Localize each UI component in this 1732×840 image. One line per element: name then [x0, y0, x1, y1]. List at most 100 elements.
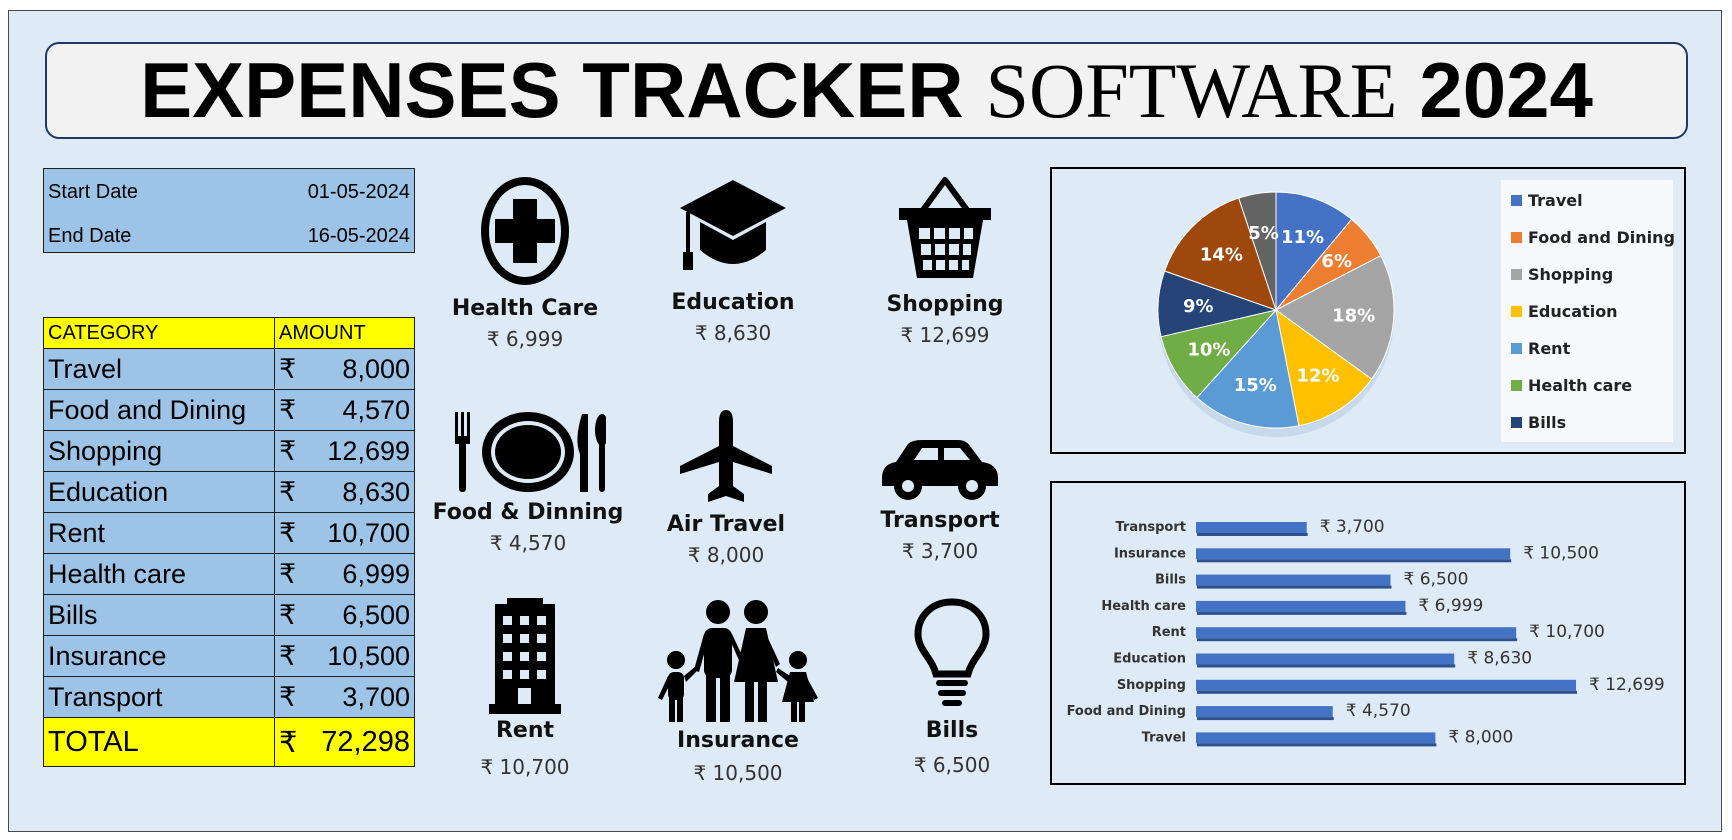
legend-swatch [1511, 194, 1522, 206]
pie-slice-label: 11% [1281, 227, 1324, 248]
legend-item[interactable]: Rent [1511, 338, 1570, 358]
table-row[interactable]: Shopping ₹12,699 [43, 430, 416, 472]
tile-air-travel: Air Travel ₹ 8,000 [626, 408, 826, 567]
date-range-box: Start Date 01-05-2024 End Date 16-05-202… [43, 168, 415, 253]
bar-category-label: Rent [1152, 625, 1186, 640]
table-row[interactable]: Education ₹8,630 [43, 471, 416, 513]
table-row[interactable]: Travel ₹8,000 [43, 348, 416, 390]
row-amount[interactable]: 12,699 [301, 430, 416, 472]
tile-education-label: Education [671, 290, 795, 315]
bar-data-label: ₹ 3,700 [1320, 517, 1385, 537]
table-total-row: TOTAL ₹ 72,298 [43, 717, 416, 767]
row-amount[interactable]: 8,630 [301, 471, 416, 513]
tile-food-label: Food & Dinning [432, 500, 624, 525]
bar[interactable] [1196, 679, 1576, 691]
legend-item[interactable]: Shopping [1511, 264, 1613, 284]
bar-shadow [1197, 638, 1518, 642]
bar[interactable] [1196, 653, 1455, 665]
end-date-label: End Date [48, 224, 132, 247]
tile-air-travel-label: Air Travel [666, 512, 786, 537]
end-date-value[interactable]: 16-05-2024 [307, 224, 410, 247]
pie-slice[interactable] [1238, 191, 1277, 311]
tile-food: Food & Dinning ₹ 4,570 [428, 410, 628, 555]
tile-shopping-amount: ₹ 12,699 [900, 323, 990, 347]
tile-insurance-amount: ₹ 10,500 [693, 761, 783, 785]
bar-shadow [1197, 585, 1392, 589]
row-amount[interactable]: 6,500 [301, 594, 416, 636]
bar-shadow [1197, 690, 1577, 694]
table-row[interactable]: Food and Dining ₹4,570 [43, 389, 416, 431]
table-row[interactable]: Rent ₹10,700 [43, 512, 416, 554]
bar-data-label: ₹ 4,570 [1346, 701, 1411, 721]
legend-swatch [1511, 268, 1522, 280]
row-currency: ₹ [274, 635, 302, 677]
bar[interactable] [1196, 574, 1391, 586]
legend-label: Health care [1528, 375, 1633, 395]
tile-education-amount: ₹ 8,630 [694, 321, 772, 345]
bar-category-label: Insurance [1114, 546, 1186, 561]
pie-slice-label: 6% [1321, 251, 1352, 272]
tile-shopping: Shopping ₹ 12,699 [845, 174, 1045, 347]
bar-shadow [1197, 559, 1512, 563]
bar-category-label: Shopping [1117, 678, 1186, 693]
total-label: TOTAL [43, 717, 275, 767]
table-row[interactable]: Health care ₹6,999 [43, 553, 416, 595]
bar-data-label: ₹ 6,500 [1404, 570, 1469, 590]
pie-slice[interactable] [1196, 308, 1300, 429]
tile-bills: Bills ₹ 6,500 [852, 598, 1052, 777]
row-category: Shopping [43, 430, 275, 472]
table-row[interactable]: Transport ₹3,700 [43, 676, 416, 718]
row-amount[interactable]: 6,999 [301, 553, 416, 595]
row-currency: ₹ [274, 553, 302, 595]
pie-slice[interactable] [1275, 308, 1373, 427]
header-amount: AMOUNT [274, 317, 415, 349]
legend-swatch [1511, 416, 1522, 428]
building-icon [489, 598, 561, 714]
bar-data-label: ₹ 10,700 [1529, 622, 1605, 642]
row-amount[interactable]: 4,570 [301, 389, 416, 431]
legend-item[interactable]: Education [1511, 301, 1618, 321]
graduation-cap-icon [680, 180, 786, 270]
pie-slice[interactable] [1275, 255, 1395, 380]
row-category: Rent [43, 512, 275, 554]
legend-item[interactable]: Food and Dining [1511, 227, 1675, 247]
tile-health-care-amount: ₹ 6,999 [486, 327, 564, 351]
bar[interactable] [1196, 732, 1436, 744]
row-currency: ₹ [274, 430, 302, 472]
table-row[interactable]: Bills ₹6,500 [43, 594, 416, 636]
pie-slice-label: 9% [1183, 296, 1214, 317]
tile-bills-label: Bills [925, 718, 979, 743]
bar[interactable] [1196, 627, 1517, 639]
bar-shadow [1197, 533, 1308, 536]
family-icon [658, 600, 818, 722]
tile-health-care-label: Health Care [451, 296, 599, 321]
row-amount[interactable]: 3,700 [301, 676, 416, 718]
bar-category-label: Food and Dining [1067, 704, 1186, 719]
row-amount[interactable]: 10,500 [301, 635, 416, 677]
bar[interactable] [1196, 548, 1511, 560]
table-row[interactable]: Insurance ₹10,500 [43, 635, 416, 677]
bar[interactable] [1196, 706, 1333, 718]
row-amount[interactable]: 8,000 [301, 348, 416, 390]
tile-rent-label: Rent [495, 718, 555, 743]
pie-slice[interactable] [1275, 191, 1353, 312]
row-currency: ₹ [274, 512, 302, 554]
row-category: Insurance [43, 635, 275, 677]
legend-item[interactable]: Health care [1511, 375, 1632, 395]
legend-item[interactable]: Bills [1511, 412, 1566, 432]
end-date-row: End Date 16-05-2024 [48, 221, 410, 251]
tile-education: Education ₹ 8,630 [633, 178, 833, 345]
pie-slice[interactable] [1163, 197, 1277, 311]
start-date-value[interactable]: 01-05-2024 [307, 180, 410, 203]
bar[interactable] [1196, 600, 1406, 612]
bar-category-label: Health care [1101, 599, 1186, 614]
bar-data-label: ₹ 12,699 [1589, 675, 1665, 695]
bar-shadow [1197, 717, 1334, 721]
legend-swatch [1511, 305, 1522, 317]
row-amount[interactable]: 10,700 [301, 512, 416, 554]
shopping-basket-icon [899, 177, 991, 278]
legend-item[interactable]: Travel [1511, 190, 1583, 210]
tile-transport-label: Transport [880, 508, 1000, 533]
bar-category-label: Travel [1142, 730, 1186, 745]
bar[interactable] [1196, 522, 1307, 533]
